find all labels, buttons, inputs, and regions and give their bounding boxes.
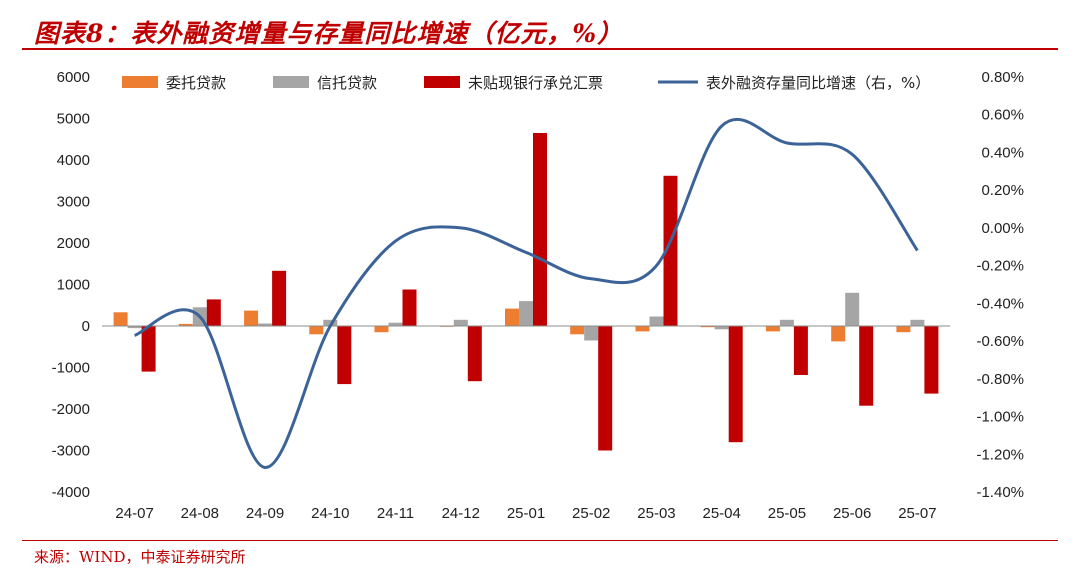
bar-undiscounted-bills	[467, 326, 482, 382]
left-tick-label: 4000	[57, 152, 90, 169]
bar-entrusted-loans	[178, 323, 193, 326]
bar-trust-loans	[910, 319, 925, 326]
right-tick-label: -0.40%	[976, 295, 1024, 312]
bar-trust-loans	[584, 326, 599, 341]
left-tick-label: 2000	[57, 235, 90, 252]
right-tick-label: -1.20%	[976, 446, 1024, 463]
legend-growth-line-label: 表外融资存量同比增速（右，%）	[706, 74, 930, 92]
legend-trust-loans-swatch	[273, 76, 309, 88]
left-axis-ticks: 6000 5000 4000 3000 2000 1000 0 -1000 -2000 -3000…	[52, 69, 90, 501]
x-tick-label: 25-01	[507, 505, 545, 522]
bar-trust-loans	[714, 326, 729, 330]
left-tick-label: 0	[82, 318, 90, 335]
x-tick-label: 25-05	[768, 505, 806, 522]
source-rule	[22, 540, 1058, 541]
source-note: 来源：WIND，中泰证券研究所	[34, 548, 246, 566]
x-tick-label: 24-07	[115, 505, 153, 522]
right-axis-ticks: 0.80% 0.60% 0.40% 0.20% 0.00% -0.20% -0.40% -0.…	[976, 69, 1024, 501]
x-tick-label: 25-06	[833, 505, 871, 522]
right-tick-label: -0.80%	[976, 371, 1024, 388]
bar-trust-loans	[649, 316, 664, 326]
right-tick-label: -1.00%	[976, 409, 1024, 426]
bar-entrusted-loans	[700, 326, 715, 328]
left-tick-label: 6000	[57, 69, 90, 86]
bar-trust-loans	[845, 292, 860, 326]
bar-entrusted-loans	[113, 312, 128, 326]
bar-trust-loans	[388, 322, 403, 326]
x-tick-label: 25-03	[637, 505, 675, 522]
legend: 委托贷款 信托贷款 未贴现银行承兑汇票 表外融资存量同比增速（右，%）	[122, 74, 930, 92]
left-tick-label: 1000	[57, 277, 90, 294]
bar-undiscounted-bills	[663, 175, 678, 326]
bar-entrusted-loans	[635, 326, 650, 332]
left-tick-label: -3000	[52, 443, 90, 460]
x-tick-label: 24-11	[377, 505, 414, 522]
right-tick-label: 0.00%	[981, 220, 1024, 237]
growth-line	[133, 117, 919, 470]
bar-undiscounted-bills	[206, 299, 221, 326]
bar-undiscounted-bills	[272, 270, 287, 326]
legend-undiscounted-bills-swatch	[424, 76, 460, 88]
growth-line-series	[133, 117, 919, 470]
legend-undiscounted-bills-label: 未贴现银行承兑汇票	[468, 74, 603, 92]
x-tick-label: 24-08	[181, 505, 219, 522]
bar-trust-loans	[323, 319, 338, 326]
x-axis-ticks: 24-07 24-08 24-09 24-10 24-11 24-12 25-01 25-02…	[115, 505, 936, 522]
chart-title: 图表8：表外融资增量与存量同比增速（亿元，%）	[34, 19, 624, 48]
left-tick-label: 5000	[57, 111, 90, 128]
x-tick-label: 24-12	[442, 505, 480, 522]
bar-entrusted-loans	[765, 326, 780, 332]
bar-undiscounted-bills	[402, 289, 417, 326]
bar-undiscounted-bills	[337, 326, 352, 385]
left-tick-label: 3000	[57, 194, 90, 211]
bars	[113, 133, 939, 451]
title-rule	[22, 48, 1058, 50]
bar-entrusted-loans	[570, 326, 585, 335]
bar-entrusted-loans	[309, 326, 324, 335]
bar-trust-loans	[519, 301, 533, 326]
legend-entrusted-loans-swatch	[122, 76, 158, 88]
bar-trust-loans	[127, 326, 142, 329]
right-tick-label: 0.20%	[981, 182, 1024, 199]
x-tick-label: 25-04	[703, 505, 741, 522]
bar-undiscounted-bills	[598, 326, 613, 451]
bar-undiscounted-bills	[728, 326, 743, 443]
bar-entrusted-loans	[831, 326, 846, 342]
bar-trust-loans	[453, 319, 468, 326]
bar-undiscounted-bills	[924, 326, 939, 394]
x-tick-label: 24-10	[311, 505, 349, 522]
legend-trust-loans-label: 信托贷款	[317, 74, 377, 92]
right-tick-label: -0.60%	[976, 333, 1024, 350]
left-tick-label: -4000	[52, 484, 90, 501]
bar-undiscounted-bills	[533, 133, 547, 326]
x-tick-label: 24-09	[246, 505, 284, 522]
bar-undiscounted-bills	[141, 326, 156, 372]
legend-entrusted-loans-label: 委托贷款	[166, 74, 226, 92]
left-tick-label: -2000	[52, 401, 90, 418]
bar-entrusted-loans	[374, 326, 389, 333]
x-tick-label: 25-02	[572, 505, 610, 522]
bar-entrusted-loans	[896, 326, 911, 333]
bar-entrusted-loans	[505, 308, 519, 326]
right-tick-label: 0.60%	[981, 107, 1024, 124]
right-tick-label: 0.40%	[981, 144, 1024, 161]
right-tick-label: -0.20%	[976, 258, 1024, 275]
bar-trust-loans	[258, 323, 273, 326]
left-tick-label: -1000	[52, 360, 90, 377]
right-tick-label: -1.40%	[976, 484, 1024, 501]
bar-undiscounted-bills	[793, 326, 808, 375]
x-tick-label: 25-07	[898, 505, 936, 522]
bar-entrusted-loans	[244, 310, 259, 326]
bar-trust-loans	[779, 319, 794, 326]
bar-undiscounted-bills	[859, 326, 874, 406]
right-tick-label: 0.80%	[981, 69, 1024, 86]
